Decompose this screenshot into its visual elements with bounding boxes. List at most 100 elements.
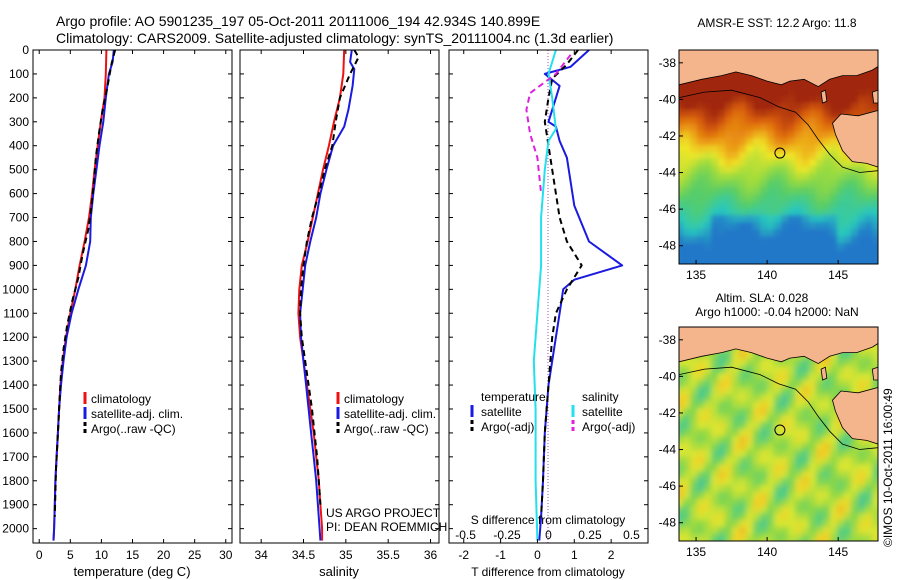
sla-field-cell [753,429,761,437]
sst-field-cell [865,250,873,258]
sla-field-cell [725,464,733,472]
sst-field-cell [865,103,873,111]
sst-field-cell [795,152,803,160]
sla-field-cell [788,373,796,381]
sla-field-cell [760,450,768,458]
sla-field-cell [774,366,782,374]
sst-field-cell [816,250,824,258]
sst-field-cell [704,159,712,167]
sst-field-cell [746,131,754,139]
sst-field-cell [816,243,824,251]
sla-field-cell [697,513,705,521]
sst-field-cell [879,110,887,118]
sla-field-cell [774,450,782,458]
sla-field-cell [788,534,796,541]
sla-field-cell [718,394,726,402]
sla-field-cell [697,450,705,458]
sst-field-cell [865,187,873,195]
sst-field-cell [753,222,761,230]
sst-field-cell [711,96,719,104]
sla-field-cell [760,534,768,541]
sla-field-cell [844,499,852,507]
sla-field-cell [872,457,878,465]
sst-field-cell [865,264,873,272]
sla-field-cell [711,401,719,409]
sla-field-cell [697,464,705,472]
sla-field-cell [781,450,789,458]
sla-field-cell [732,506,740,514]
sla-field-cell [816,387,824,395]
sla-field-cell [746,513,754,521]
sst-field-cell [851,103,859,111]
sst-field-cell [711,145,719,153]
sla-field-cell [809,527,817,535]
sla-field-cell [844,436,852,444]
sst-field-cell [795,222,803,230]
sst-field-cell [865,194,873,202]
sst-field-cell [711,222,719,230]
salinity-difference-tick-label: -0.25 [493,528,521,542]
sst-field-cell [795,236,803,244]
sst-field-cell [823,82,831,90]
sla-field-cell [683,436,691,444]
sst-field-cell [837,173,845,181]
sst-field-cell [679,173,684,181]
sst-field-cell [746,257,754,264]
sla-field-cell [802,401,810,409]
sst-field-cell [781,194,789,202]
sst-field-cell [851,180,859,188]
sst-field-cell [788,152,796,160]
sla-field-cell [802,499,810,507]
temperature-series-line-2 [53,49,117,517]
sla-field-cell [809,450,817,458]
sst-field-cell [683,145,691,153]
sst-lat-tick-label: -42 [659,129,677,143]
sla-field-cell [823,422,831,430]
temperature-plot-frame [32,49,233,544]
sst-field-cell [718,229,726,237]
sla-field-cell [830,443,838,451]
sla-field-cell [816,471,824,479]
sst-field-cell [879,96,887,104]
sla-field-cell [746,520,754,528]
sla-field-cell [746,492,754,500]
sst-field-cell [753,124,761,132]
sla-field-cell [809,457,817,465]
sla-field-cell [795,415,803,423]
sst-field-cell [816,159,824,167]
sst-field-cell [795,243,803,251]
sla-field-cell [679,499,684,507]
sst-lon-tick-label: 140 [757,268,777,282]
sst-field-cell [767,187,775,195]
sst-field-cell [711,82,719,90]
sla-field-cell [711,443,719,451]
sla-field-cell [865,464,873,472]
sla-field-cell [823,513,831,521]
sst-field-cell [788,124,796,132]
sst-field-cell [816,96,824,104]
sla-field-cell [767,492,775,500]
sst-field-cell [844,180,852,188]
salinity-series-line-0 [297,49,346,541]
sla-field-cell [788,513,796,521]
sla-field-cell [739,457,747,465]
sla-field-cell [732,415,740,423]
sst-field-cell [858,96,866,104]
sla-field-cell [746,499,754,507]
sla-field-cell [788,541,796,549]
sst-field-cell [823,117,831,125]
sla-field-cell [760,415,768,423]
sla-field-cell [718,478,726,486]
sla-field-cell [679,422,684,430]
sst-field-cell [711,257,719,264]
sla-field-cell [746,534,754,541]
sst-field-cell [704,180,712,188]
sst-field-cell [865,229,873,237]
sla-field-cell [872,380,878,388]
sla-field-cell [795,513,803,521]
sst-field-cell [774,82,782,90]
sst-field-cell [774,243,782,251]
sla-field-cell [851,450,859,458]
sst-field-cell [725,257,733,264]
sst-field-cell [767,208,775,216]
